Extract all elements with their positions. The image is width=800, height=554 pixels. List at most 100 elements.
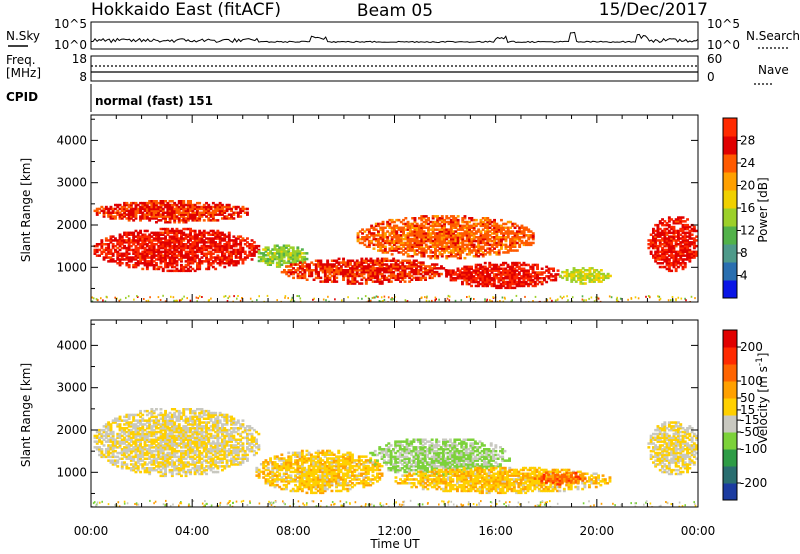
data-cell xyxy=(168,252,172,255)
data-cell xyxy=(686,252,689,255)
data-cell xyxy=(408,241,412,245)
data-cell xyxy=(428,267,432,270)
data-cell xyxy=(372,228,376,231)
data-cell xyxy=(175,248,179,252)
data-cell xyxy=(408,272,412,276)
data-cell xyxy=(486,220,490,224)
data-cell xyxy=(149,296,151,299)
data-cell xyxy=(145,213,149,216)
data-cell xyxy=(661,246,664,250)
data-cell xyxy=(367,265,371,268)
data-cell xyxy=(470,275,473,278)
data-cell xyxy=(198,231,202,235)
data-cell xyxy=(522,228,526,231)
data-cell xyxy=(159,438,163,441)
data-cell xyxy=(511,286,514,290)
data-cell xyxy=(493,236,496,239)
data-cell xyxy=(531,263,535,267)
data-cell xyxy=(223,215,227,218)
data-cell xyxy=(193,213,197,216)
data-cell xyxy=(356,232,360,235)
data-cell xyxy=(155,448,158,451)
data-cell xyxy=(545,280,549,284)
data-cell xyxy=(218,260,222,263)
data-cell xyxy=(434,232,437,235)
data-cell xyxy=(155,237,158,240)
data-cell xyxy=(196,217,199,220)
data-cell xyxy=(109,427,113,430)
data-cell xyxy=(116,436,120,440)
data-cell xyxy=(173,455,177,459)
data-cell xyxy=(107,425,111,428)
data-cell xyxy=(273,244,277,247)
data-cell xyxy=(164,231,167,235)
data-cell xyxy=(116,262,120,265)
data-cell xyxy=(227,246,231,250)
data-cell xyxy=(344,274,348,278)
data-cell xyxy=(382,300,384,302)
data-cell xyxy=(127,430,131,434)
data-cell xyxy=(506,282,510,286)
data-cell xyxy=(488,222,492,226)
data-cell xyxy=(522,261,526,265)
data-cell xyxy=(461,237,465,241)
data-cell xyxy=(484,237,487,241)
data-cell xyxy=(513,278,517,282)
data-cell xyxy=(310,269,314,272)
data-cell xyxy=(175,207,179,211)
data-cell xyxy=(452,247,456,250)
data-cell xyxy=(155,436,158,440)
data-cell xyxy=(123,205,126,209)
data-cell xyxy=(449,236,453,239)
data-cell xyxy=(405,274,409,278)
data-cell xyxy=(207,260,211,263)
data-cell xyxy=(410,261,414,264)
data-cell xyxy=(383,232,387,235)
data-cell xyxy=(358,241,362,245)
data-cell xyxy=(335,269,339,272)
data-cell xyxy=(159,430,163,434)
data-cell xyxy=(313,297,315,300)
data-cell xyxy=(166,233,170,236)
data-cell xyxy=(177,221,181,224)
data-cell xyxy=(606,276,610,280)
data-cell xyxy=(232,217,236,220)
data-cell xyxy=(408,270,412,274)
data-cell xyxy=(677,243,680,246)
data-cell xyxy=(141,246,145,250)
data-cell xyxy=(417,270,421,274)
data-cell xyxy=(672,239,676,242)
data-cell xyxy=(481,237,485,241)
data-cell xyxy=(511,273,514,276)
data-cell xyxy=(408,226,412,229)
data-cell xyxy=(184,254,188,257)
data-cell xyxy=(321,270,325,274)
data-cell xyxy=(399,247,403,250)
data-cell xyxy=(456,253,460,256)
data-cell xyxy=(216,229,220,233)
data-cell xyxy=(230,260,233,263)
data-cell xyxy=(170,417,174,420)
data-cell xyxy=(399,276,402,280)
data-cell xyxy=(456,232,460,235)
data-cell xyxy=(107,446,111,449)
data-cell xyxy=(175,203,179,207)
data-cell xyxy=(177,201,181,205)
data-cell xyxy=(123,446,126,449)
data-cell xyxy=(166,269,170,273)
data-cell xyxy=(100,453,104,457)
data-cell xyxy=(116,243,120,246)
data-cell xyxy=(120,457,124,460)
data-cell xyxy=(497,277,501,280)
data-cell xyxy=(141,217,145,220)
data-cell xyxy=(157,250,161,254)
data-cell xyxy=(114,250,117,254)
data-cell xyxy=(166,227,170,231)
data-cell xyxy=(495,243,499,247)
data-cell xyxy=(488,278,492,282)
data-cell xyxy=(529,280,533,284)
data-cell xyxy=(483,261,487,265)
data-cell xyxy=(529,241,533,245)
data-cell xyxy=(125,246,129,250)
data-cell xyxy=(159,451,163,455)
